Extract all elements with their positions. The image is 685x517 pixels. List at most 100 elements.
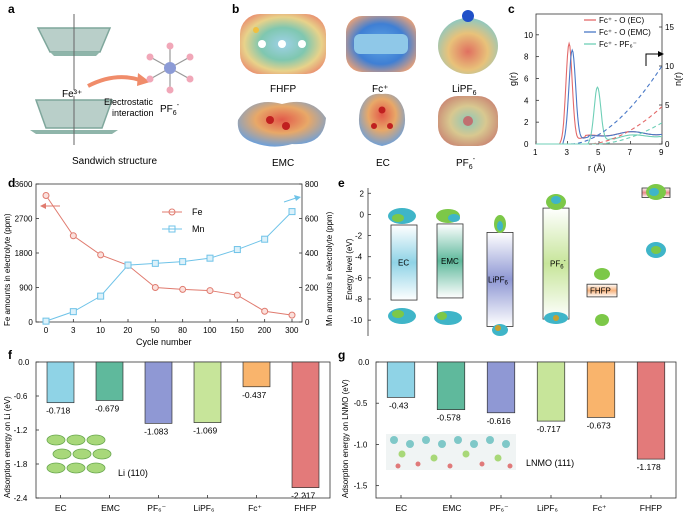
ytick: -1.2 [14,426,28,435]
lnmo-lattice-icon [386,434,516,470]
d-ylabel-right: Mn amounts in electrolyte (ppm) [325,211,334,326]
legend-pf6: Fc⁺ - PF₆⁻ [599,40,637,49]
fe-point [233,291,241,299]
c-ytick-left: 6 [524,74,529,83]
bar-value-label: -1.069 [193,426,217,436]
c-xlabel: r (Å) [588,163,606,173]
d-ytick-right: 600 [305,215,319,224]
e-ytick: -4 [355,253,363,262]
panel-g-adsorption-lnmo: Adsorption energy on LNMO (eV) 0.0 -0.5 -1… [341,358,677,513]
c-ytick-left: 8 [524,53,529,62]
d-xtick: 80 [178,326,187,335]
interaction-line1: Electrostatic [104,97,154,107]
x-category-label: FHFP [640,503,663,513]
c-xtick: 7 [628,148,633,157]
arrow-right-icon [645,53,658,66]
c-ytick-right: 15 [665,23,674,32]
fe-label: Fe³⁺ [62,89,82,100]
c-ytick-left: 10 [524,31,533,40]
d-xtick: 3 [71,326,76,335]
d-xtick: 150 [230,326,244,335]
bar-value-label: -0.717 [537,424,561,434]
esp-fc-icon [346,16,416,72]
bar-4 [242,361,271,388]
bar-2 [144,361,173,424]
d-xtick: 0 [44,326,49,335]
interaction-line2: interaction [112,108,154,118]
molecule-label-fhfp: FHFP [270,84,296,95]
fe-point [288,311,296,319]
c-legend: Fc⁺ - O (EC) Fc⁺ - O (EMC) Fc⁺ - PF₆⁻ [584,16,651,49]
panel-label-a: a [8,2,15,16]
molecule-label-pf6: PF6- [456,156,476,171]
e-ytick: -10 [351,316,363,325]
esp-lipf6-icon [438,10,498,74]
bar-value-label: -2.217 [291,491,315,501]
g-ylabel: Adsorption energy on LNMO (eV) [341,379,350,498]
esp-ec-icon [358,93,406,146]
panel-label-g: g [338,348,346,362]
d-xtick: 50 [151,326,160,335]
sandwich-caption: Sandwich structure [72,156,157,167]
mn-point [233,246,241,254]
bar-value-label: -0.578 [437,413,461,423]
f-ylabel: Adsorption energy on Li (eV) [3,396,12,498]
c-ytick-right: 0 [665,140,670,149]
mn-line [45,211,293,322]
e-ytick: -6 [355,274,363,283]
e-ylabel: Energy level (eV) [345,238,354,300]
x-category-label: EMC [101,503,120,513]
bar-value-label: -0.616 [487,416,511,426]
c-ytick-left: 2 [524,118,529,127]
d-xtick: 300 [285,326,299,335]
esp-fhfp-icon [240,14,326,74]
x-category-label: Fc⁺ [248,503,262,513]
c-ylabel-right: n(r) [673,72,683,86]
ytick: -1.8 [14,460,28,469]
fe-point [151,284,159,291]
molecule-label-fc: Fc⁺ [372,84,388,95]
ytick: -1.0 [354,440,368,449]
panel-a-sandwich: Fe³⁺ Electrostatic interaction PF6- Sand… [30,14,194,167]
d-xtick: 200 [258,326,272,335]
g-plot-frame [375,361,677,499]
mn-point [42,317,50,325]
fe-line [45,195,293,316]
li-substrate-label: Li (110) [118,468,148,478]
energy-box-0 [390,224,418,301]
d-ytick-right: 400 [305,249,319,258]
d-ytick-right: 0 [305,318,310,327]
bar-0 [386,361,416,398]
d-ytick-left: 0 [28,318,33,327]
energy-box-label: FHFP [590,287,611,296]
legend-emc: Fc⁺ - O (EMC) [599,28,651,37]
d-xtick: 100 [203,326,217,335]
pf6-molecule-icon [146,42,194,94]
fe-point [69,232,77,240]
bar-value-label: -0.673 [587,420,611,430]
x-category-label: EMC [443,503,462,513]
mn-point [179,258,187,266]
esp-emc-icon [237,101,326,147]
c-ylabel-left: g(r) [508,72,518,86]
c-xtick: 1 [533,148,538,157]
mn-point [151,259,159,267]
panel-label-b: b [232,2,240,16]
d-ytick-left: 1800 [15,249,33,258]
bar-value-label: -0.437 [242,390,266,400]
orbital-icons [388,184,666,336]
mn-point [124,261,132,269]
energy-box-4 [586,283,618,298]
panel-b-esp-maps: FHFP Fc⁺ LiPF6 EMC EC PF6- [237,10,498,171]
bar-0 [46,361,75,404]
mn-point [288,208,296,216]
mn-point [261,235,269,243]
bar-value-label: -0.43 [389,400,409,410]
fe-point [206,287,214,295]
fe-point [179,285,187,293]
panel-c-rdf-chart: g(r) n(r) r (Å) 1 3 5 7 9 0 2 4 6 8 10 0 5 10 15 Fc⁺… [508,13,683,173]
bar-value-label: -1.083 [144,426,168,436]
bar-1 [436,361,466,410]
energy-box-label: EC [398,259,409,268]
esp-pf6-icon [438,96,498,146]
